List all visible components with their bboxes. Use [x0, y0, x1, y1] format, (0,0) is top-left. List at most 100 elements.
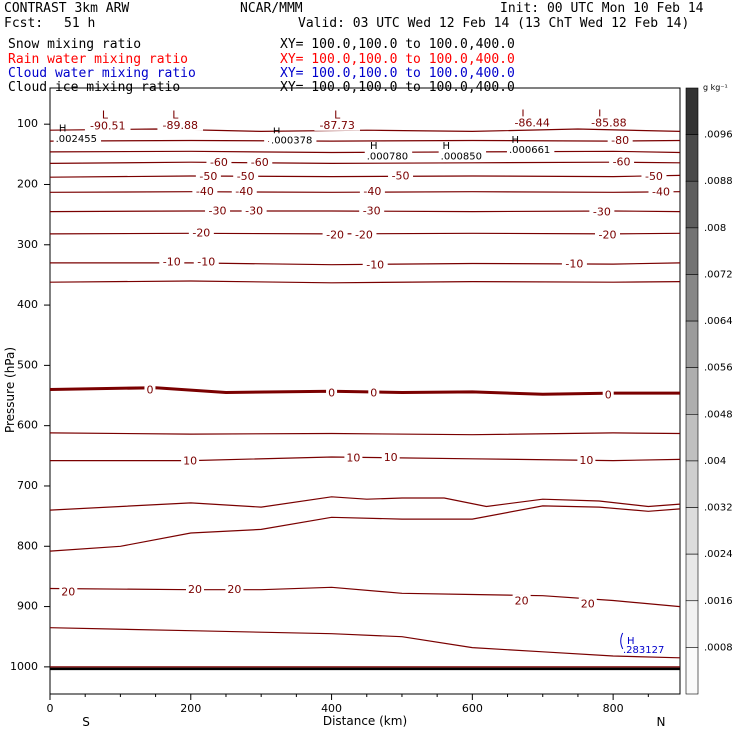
- contour-label-bg: [368, 386, 380, 399]
- contour-label: -80: [611, 134, 629, 147]
- contour-label-bg: [186, 583, 205, 596]
- low-value-bg: [509, 116, 555, 129]
- y-tick-label: 700: [17, 479, 38, 492]
- contour-label: -40: [235, 185, 253, 198]
- contour-label: 10: [384, 451, 398, 464]
- contour-line: [49, 139, 681, 142]
- contour-label: -30: [593, 206, 611, 219]
- contour-label-bg: [193, 255, 219, 268]
- contour-label: -60: [613, 156, 631, 169]
- model-title: CONTRAST 3km ARW: [4, 1, 130, 16]
- colorbar-swatch: [685, 460, 699, 508]
- contour-line: [49, 496, 681, 511]
- y-tick-label: 100: [17, 117, 38, 130]
- contour-label-bg: [205, 204, 231, 217]
- contour-label-bg: [388, 169, 414, 182]
- contour-label-bg: [351, 228, 377, 241]
- high-value: .002455: [56, 134, 97, 145]
- x-tick-label: 400: [321, 702, 342, 715]
- contour-label-bg: [247, 156, 273, 169]
- contour-label: -20: [355, 229, 373, 242]
- contour-label: -40: [363, 185, 381, 198]
- high-marker: H: [59, 123, 67, 134]
- high-marker: H: [512, 135, 520, 146]
- low-marker: L: [598, 108, 605, 121]
- contour-label-bg: [578, 597, 597, 610]
- high-marker-cloudwater: H: [627, 636, 635, 647]
- low-value-bg: [157, 118, 204, 131]
- field-xy-snow: XY= 100.0,100.0 to 100.0,400.0: [280, 37, 515, 52]
- contour-label-bg: [602, 388, 614, 401]
- y-tick-label: 800: [17, 539, 38, 552]
- contour-label: 20: [61, 585, 75, 598]
- colorbar: .0096 .0088 .008 .0072 .0064 .0056 .0048 .004 .0…: [685, 83, 733, 695]
- contour-label: 0: [146, 383, 153, 396]
- low-marker: L: [102, 109, 109, 122]
- contour-label-bg: [561, 257, 587, 270]
- low-value: -87.73: [319, 119, 354, 132]
- contour-label: -20: [192, 227, 210, 240]
- colorbar-tick-label: .0024: [704, 549, 733, 560]
- low-value-bg: [586, 116, 632, 129]
- low-value-bg: [314, 118, 360, 131]
- colorbar-tick-label: .0072: [704, 269, 733, 280]
- contour-label: -60: [251, 156, 269, 169]
- low-value: -90.51: [90, 119, 125, 132]
- colorbar-swatch: [685, 87, 699, 135]
- contour-label: -50: [237, 170, 255, 183]
- x-tick-label: 0: [47, 702, 54, 715]
- colorbar-tick-label: .0088: [704, 176, 733, 187]
- contour-label: -40: [196, 185, 214, 198]
- contour-line: [49, 128, 681, 133]
- contour-label: -30: [245, 204, 263, 217]
- high-value: .000661: [509, 145, 550, 156]
- low-marker: L: [334, 109, 341, 122]
- colorbar-swatch: [685, 647, 699, 695]
- low-marker: L: [172, 109, 179, 122]
- colorbar-swatch: [685, 414, 699, 462]
- contour-label-bg: [195, 170, 221, 183]
- contour-layer: -80-80-70-60-60-60-50-50-50-50-40-40-40-…: [49, 128, 681, 671]
- org-label: NCAR/MMM: [240, 1, 303, 16]
- contour-label: 10: [346, 452, 360, 465]
- fcst-value: 51 h: [64, 16, 96, 31]
- colorbar-swatch: [685, 320, 699, 368]
- colorbar-tick-label: .0064: [704, 316, 733, 327]
- high-marker: H: [443, 141, 451, 152]
- contour-label: -30: [209, 204, 227, 217]
- contour-line: [49, 280, 681, 284]
- contour-line: [49, 210, 681, 213]
- y-tick-label: 900: [17, 600, 38, 613]
- contour-label-bg: [144, 383, 156, 396]
- y-tick-label: 300: [17, 238, 38, 251]
- contour-line: [49, 505, 681, 552]
- contour-label-bg: [607, 133, 633, 146]
- y-axis-title: Pressure (hPa): [3, 347, 17, 433]
- colorbar-swatch: [685, 134, 699, 182]
- contour-line: [49, 161, 681, 165]
- high-value-cloudwater: .283127: [623, 645, 664, 656]
- contour-label: 20: [188, 583, 202, 596]
- contour-label-bg: [231, 185, 257, 198]
- x-tick-label: 600: [462, 702, 483, 715]
- contour-label-bg: [225, 583, 244, 596]
- contour-label-bg: [181, 454, 200, 467]
- colorbar-tick-label: .0008: [704, 642, 733, 653]
- contour-label-bg: [589, 205, 615, 218]
- field-name-snow: Snow mixing ratio: [8, 37, 142, 52]
- contour-label-bg: [577, 454, 596, 467]
- contour-label: 20: [227, 583, 241, 596]
- contour-label-bg: [192, 185, 218, 198]
- contour-label-bg: [233, 170, 259, 183]
- high-value-bg: [364, 149, 413, 162]
- extrema-layer: L L L L L-90.51 -89.88 -87.73 -86.44 -85.88H HH HH…: [53, 108, 664, 656]
- contour-label: -50: [199, 170, 217, 183]
- colorbar-tick-label: .0056: [704, 363, 733, 374]
- contour-line: [49, 386, 680, 396]
- contour-label-bg: [206, 156, 232, 169]
- colorbar-swatch: [685, 553, 699, 602]
- colorbar-tick-label: .008: [704, 223, 726, 234]
- contour-label-bg: [59, 585, 78, 598]
- cloudwater-contour-fragment: [620, 632, 624, 650]
